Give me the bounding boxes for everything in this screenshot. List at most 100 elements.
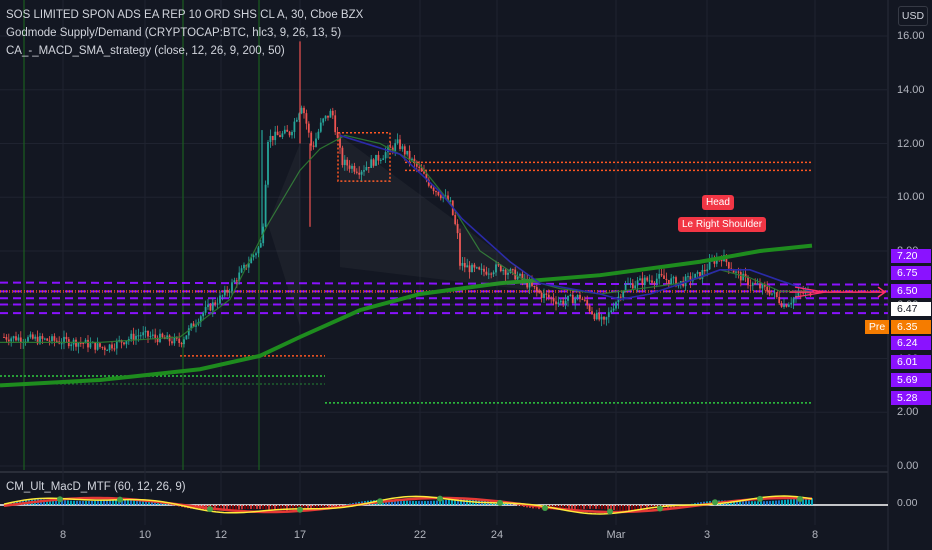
- macd-histogram-bar: [73, 500, 75, 505]
- indicator-legend-godmode[interactable]: Godmode Supply/Demand (CRYPTOCAP:BTC, hl…: [6, 27, 342, 39]
- candle-body: [559, 300, 562, 303]
- candle-body: [298, 113, 301, 120]
- macd-histogram-bar: [448, 499, 450, 505]
- macd-histogram-bar: [94, 500, 96, 505]
- macd-histogram-bar: [571, 505, 573, 510]
- candle-body: [540, 292, 543, 299]
- candle-body: [564, 300, 567, 305]
- candle-body: [497, 264, 500, 266]
- candle-body: [243, 264, 245, 269]
- candle-body: [87, 339, 89, 348]
- candle-body: [178, 338, 181, 343]
- candle-body: [533, 285, 536, 288]
- macd-histogram-bar: [604, 505, 606, 510]
- macd-histogram-bar: [748, 501, 750, 505]
- candle-body: [401, 146, 404, 150]
- candle-body: [437, 191, 440, 196]
- candle-body: [367, 167, 370, 169]
- candle-body: [221, 295, 224, 297]
- candle-body: [324, 115, 327, 119]
- macd-histogram-bar: [625, 505, 627, 511]
- candle-body: [708, 260, 711, 270]
- candle-body: [202, 312, 205, 317]
- macd-zero-label: 0.00: [897, 497, 918, 509]
- candle-body: [310, 132, 313, 146]
- candle-body: [339, 137, 341, 148]
- candle-body: [312, 145, 315, 147]
- macd-histogram-bar: [316, 505, 318, 510]
- macd-histogram-bar: [739, 500, 741, 505]
- candle-body: [228, 291, 231, 293]
- macd-histogram-bar: [736, 500, 738, 505]
- candle-body: [475, 267, 478, 269]
- currency-button[interactable]: USD: [898, 6, 928, 26]
- time-tick: 8: [59, 529, 67, 541]
- candle-body: [771, 293, 773, 295]
- macd-histogram-bar: [217, 505, 219, 511]
- candle-body: [519, 273, 521, 276]
- candle-body: [274, 131, 277, 141]
- macd-histogram-bar: [460, 498, 462, 505]
- candle-body: [291, 131, 293, 136]
- candle-body: [545, 293, 548, 295]
- candle-body: [187, 328, 190, 336]
- candle-body: [655, 278, 658, 284]
- candle-body: [247, 263, 250, 268]
- macd-histogram-bar: [523, 505, 525, 507]
- macd-histogram-bar: [574, 505, 576, 510]
- candle-body: [300, 107, 303, 114]
- candle-body: [679, 281, 682, 283]
- macd-histogram-bar: [610, 505, 612, 510]
- macd-histogram-bar: [352, 503, 354, 505]
- candle-body: [154, 334, 157, 338]
- macd-histogram-bar: [70, 500, 72, 505]
- candle-body: [420, 167, 423, 172]
- macd-histogram-bar: [592, 505, 594, 509]
- macd-histogram-bar: [394, 500, 396, 505]
- macd-histogram-bar: [235, 505, 237, 510]
- candle-body: [406, 150, 409, 155]
- macd-histogram-bar: [760, 501, 762, 505]
- macd-histogram-bar: [598, 505, 600, 510]
- macd-histogram-bar: [259, 505, 261, 510]
- candle-body: [675, 277, 677, 287]
- macd-histogram-bar: [763, 501, 765, 505]
- price-tick: 10.00: [897, 191, 925, 204]
- candle-body: [480, 268, 483, 270]
- macd-histogram-bar: [601, 505, 603, 510]
- macd-histogram-bar: [697, 502, 699, 505]
- candle-body: [567, 295, 569, 301]
- candle-body: [303, 107, 305, 114]
- candle-body: [543, 293, 545, 299]
- macd-cross-dot: [607, 508, 613, 515]
- macd-histogram-bar: [61, 500, 63, 505]
- candle-body: [663, 275, 665, 279]
- macd-cross-dot: [377, 498, 383, 505]
- macd-histogram-bar: [280, 505, 282, 511]
- macd-histogram-bar: [328, 505, 330, 509]
- lower-pane-title[interactable]: CM_Ult_MacD_MTF (60, 12, 26, 9): [6, 481, 186, 493]
- macd-cross-dot: [57, 496, 63, 503]
- macd-histogram-bar: [346, 504, 348, 505]
- candle-body: [355, 171, 358, 173]
- head-callout: Head: [702, 195, 734, 210]
- candle-body: [396, 139, 399, 144]
- macd-histogram-bar: [313, 505, 315, 511]
- macd-cross-dot: [712, 499, 718, 506]
- candle-body: [454, 215, 457, 225]
- candle-body: [408, 150, 411, 160]
- candle-body: [31, 334, 34, 339]
- candle-body: [101, 346, 104, 348]
- candle-body: [235, 280, 238, 282]
- candle-body: [629, 283, 632, 285]
- candle-body: [439, 195, 442, 199]
- macd-histogram-bar: [793, 499, 795, 505]
- indicator-legend-macd-sma[interactable]: CA_-_MACD_SMA_strategy (close, 12, 26, 9…: [6, 45, 285, 57]
- macd-histogram-bar: [520, 505, 522, 507]
- candle-body: [370, 159, 373, 168]
- macd-histogram-bar: [46, 499, 48, 505]
- macd-histogram-bar: [565, 505, 567, 510]
- macd-histogram-bar: [319, 505, 321, 510]
- candle-body: [115, 340, 118, 349]
